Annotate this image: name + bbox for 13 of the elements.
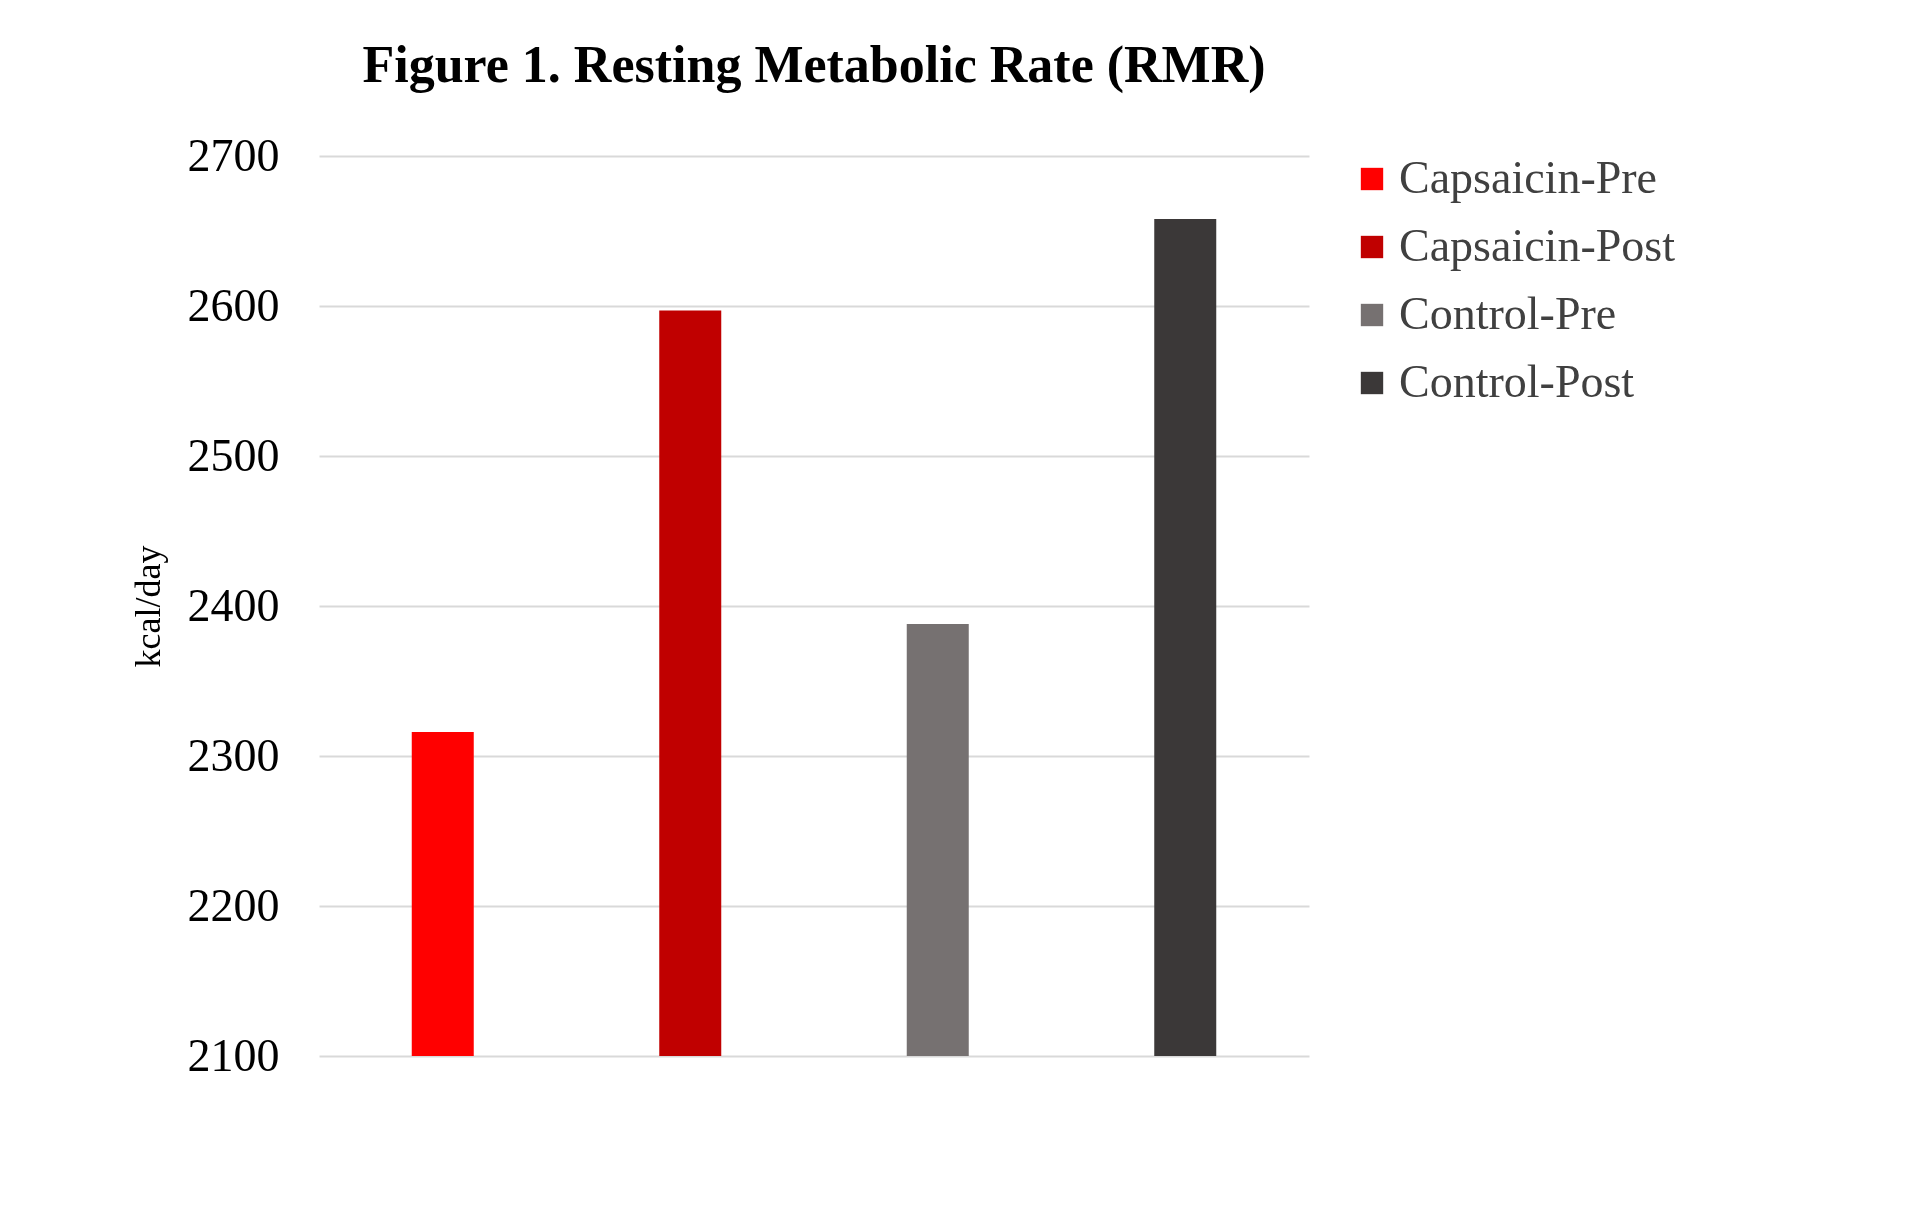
legend-label: Control-Pre: [1399, 288, 1617, 339]
y-tick-label: 2300: [187, 729, 280, 781]
legend-label: Control-Post: [1399, 356, 1635, 407]
y-axis-title: kcal/day: [127, 545, 168, 668]
y-tick-label: 2400: [187, 579, 280, 631]
chart-title: Figure 1. Resting Metabolic Rate (RMR): [362, 36, 1266, 94]
legend-label: Capsaicin-Post: [1399, 220, 1676, 271]
y-tick-label: 2600: [187, 279, 280, 331]
legend-label: Capsaicin-Pre: [1399, 152, 1658, 203]
y-tick-label: 2700: [187, 129, 280, 181]
y-tick-label: 2100: [187, 1029, 280, 1081]
y-tick-label: 2500: [187, 429, 280, 481]
y-tick-label: 2200: [187, 879, 280, 931]
